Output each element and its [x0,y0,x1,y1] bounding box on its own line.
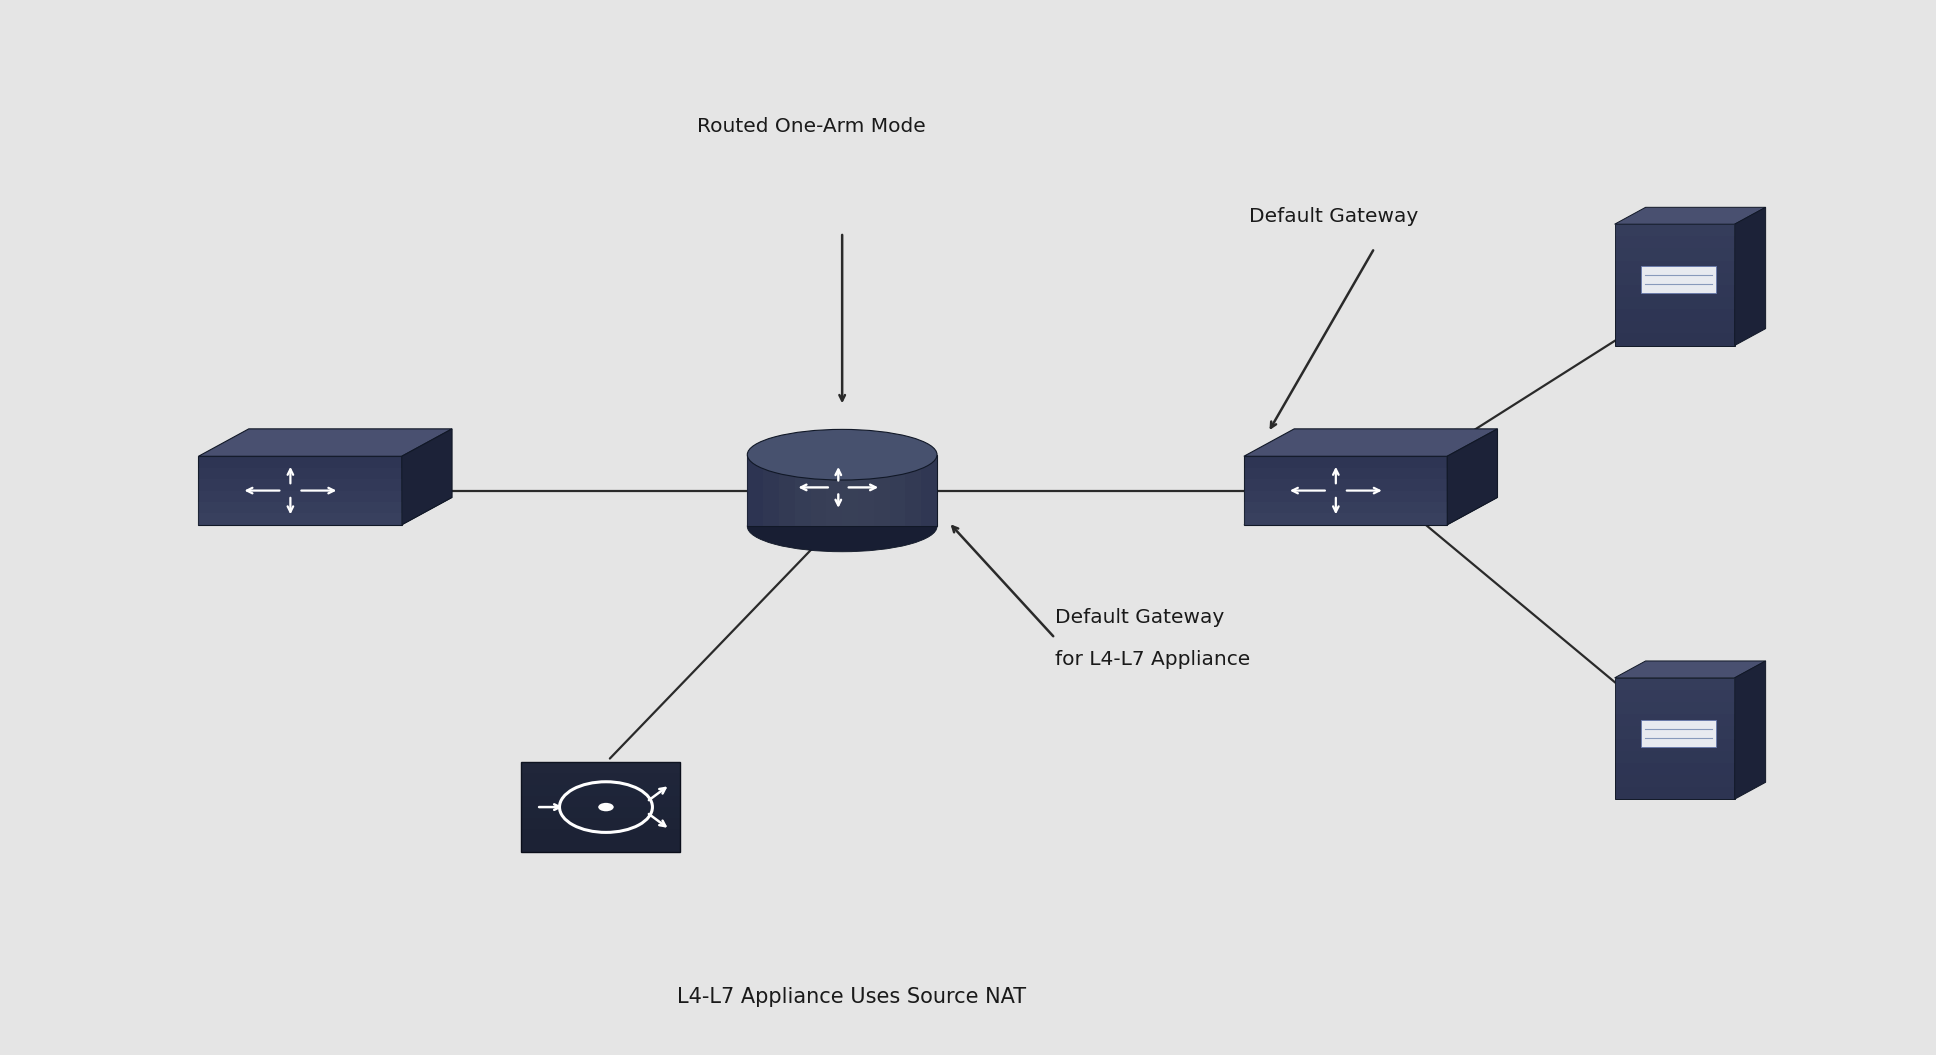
Text: L4-L7 Appliance Uses Source NAT: L4-L7 Appliance Uses Source NAT [678,987,1026,1006]
Polygon shape [891,455,906,526]
Polygon shape [1642,720,1715,747]
Polygon shape [858,455,873,526]
Polygon shape [1243,456,1446,524]
Polygon shape [747,455,937,526]
Polygon shape [199,428,451,456]
Polygon shape [796,455,811,526]
Polygon shape [1243,428,1498,456]
Polygon shape [1615,207,1766,225]
Polygon shape [1615,703,1735,714]
Polygon shape [1243,497,1498,524]
Polygon shape [1615,225,1735,346]
Polygon shape [763,455,778,526]
Polygon shape [1243,479,1446,491]
Polygon shape [827,455,842,526]
Polygon shape [1615,261,1735,272]
Ellipse shape [747,501,937,552]
Polygon shape [1735,660,1766,800]
Polygon shape [922,455,937,526]
Polygon shape [1615,678,1735,800]
Ellipse shape [747,429,937,480]
Polygon shape [842,455,858,526]
Text: Default Gateway: Default Gateway [1055,608,1224,627]
Polygon shape [1615,272,1735,285]
Polygon shape [199,502,403,514]
Polygon shape [1615,690,1735,703]
Polygon shape [199,497,451,524]
Polygon shape [521,773,680,785]
Polygon shape [1243,514,1446,524]
Polygon shape [906,455,922,526]
Polygon shape [1243,491,1446,502]
Polygon shape [873,455,891,526]
Polygon shape [1615,726,1735,738]
Polygon shape [1446,428,1498,524]
Polygon shape [199,479,403,491]
Text: Default Gateway: Default Gateway [1249,207,1417,226]
Text: for L4-L7 Appliance: for L4-L7 Appliance [1055,650,1251,669]
Polygon shape [1243,502,1446,514]
Polygon shape [811,455,827,526]
Circle shape [598,803,614,811]
Polygon shape [1615,714,1735,726]
Polygon shape [747,455,763,526]
Polygon shape [521,762,680,852]
Polygon shape [1615,660,1766,678]
Polygon shape [778,455,796,526]
Polygon shape [521,762,680,773]
Polygon shape [1615,236,1735,249]
Polygon shape [1615,225,1735,236]
Polygon shape [1615,678,1735,690]
Polygon shape [199,491,403,502]
Polygon shape [1642,266,1715,293]
Polygon shape [199,456,403,524]
Polygon shape [1615,249,1735,261]
Polygon shape [1735,207,1766,346]
Text: Routed One-Arm Mode: Routed One-Arm Mode [697,117,925,136]
Polygon shape [199,514,403,524]
Polygon shape [521,785,680,795]
Polygon shape [403,428,451,524]
